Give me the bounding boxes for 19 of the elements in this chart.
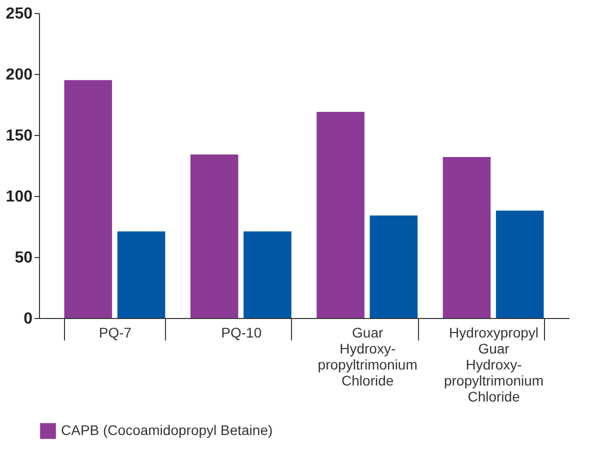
- bar: [316, 112, 364, 318]
- bar: [244, 231, 292, 318]
- y-tick-label: 200: [6, 66, 33, 84]
- bar: [496, 210, 544, 318]
- x-tick-label: Guar Hydroxy- propyltrimonium Chloride: [318, 324, 418, 388]
- y-tick-label: 100: [6, 188, 33, 206]
- bar: [117, 231, 166, 318]
- bar: [190, 154, 238, 318]
- bar: [370, 216, 418, 318]
- y-tick-label: 0: [24, 310, 33, 328]
- y-tick-label: 150: [6, 128, 33, 144]
- bar: [442, 156, 491, 318]
- x-tick-label: PQ-10: [221, 324, 262, 340]
- legend-label: CAPB (Cocoamidopropyl Betaine): [61, 422, 273, 438]
- bar: [64, 80, 112, 318]
- y-tick-label: 50: [14, 250, 33, 266]
- x-tick-label: PQ-7: [98, 324, 132, 340]
- x-tick-label: Hydroxypropyl Guar Hydroxy- propyltrimonium Chloride: [444, 324, 544, 404]
- y-tick-label: 250: [6, 6, 33, 22]
